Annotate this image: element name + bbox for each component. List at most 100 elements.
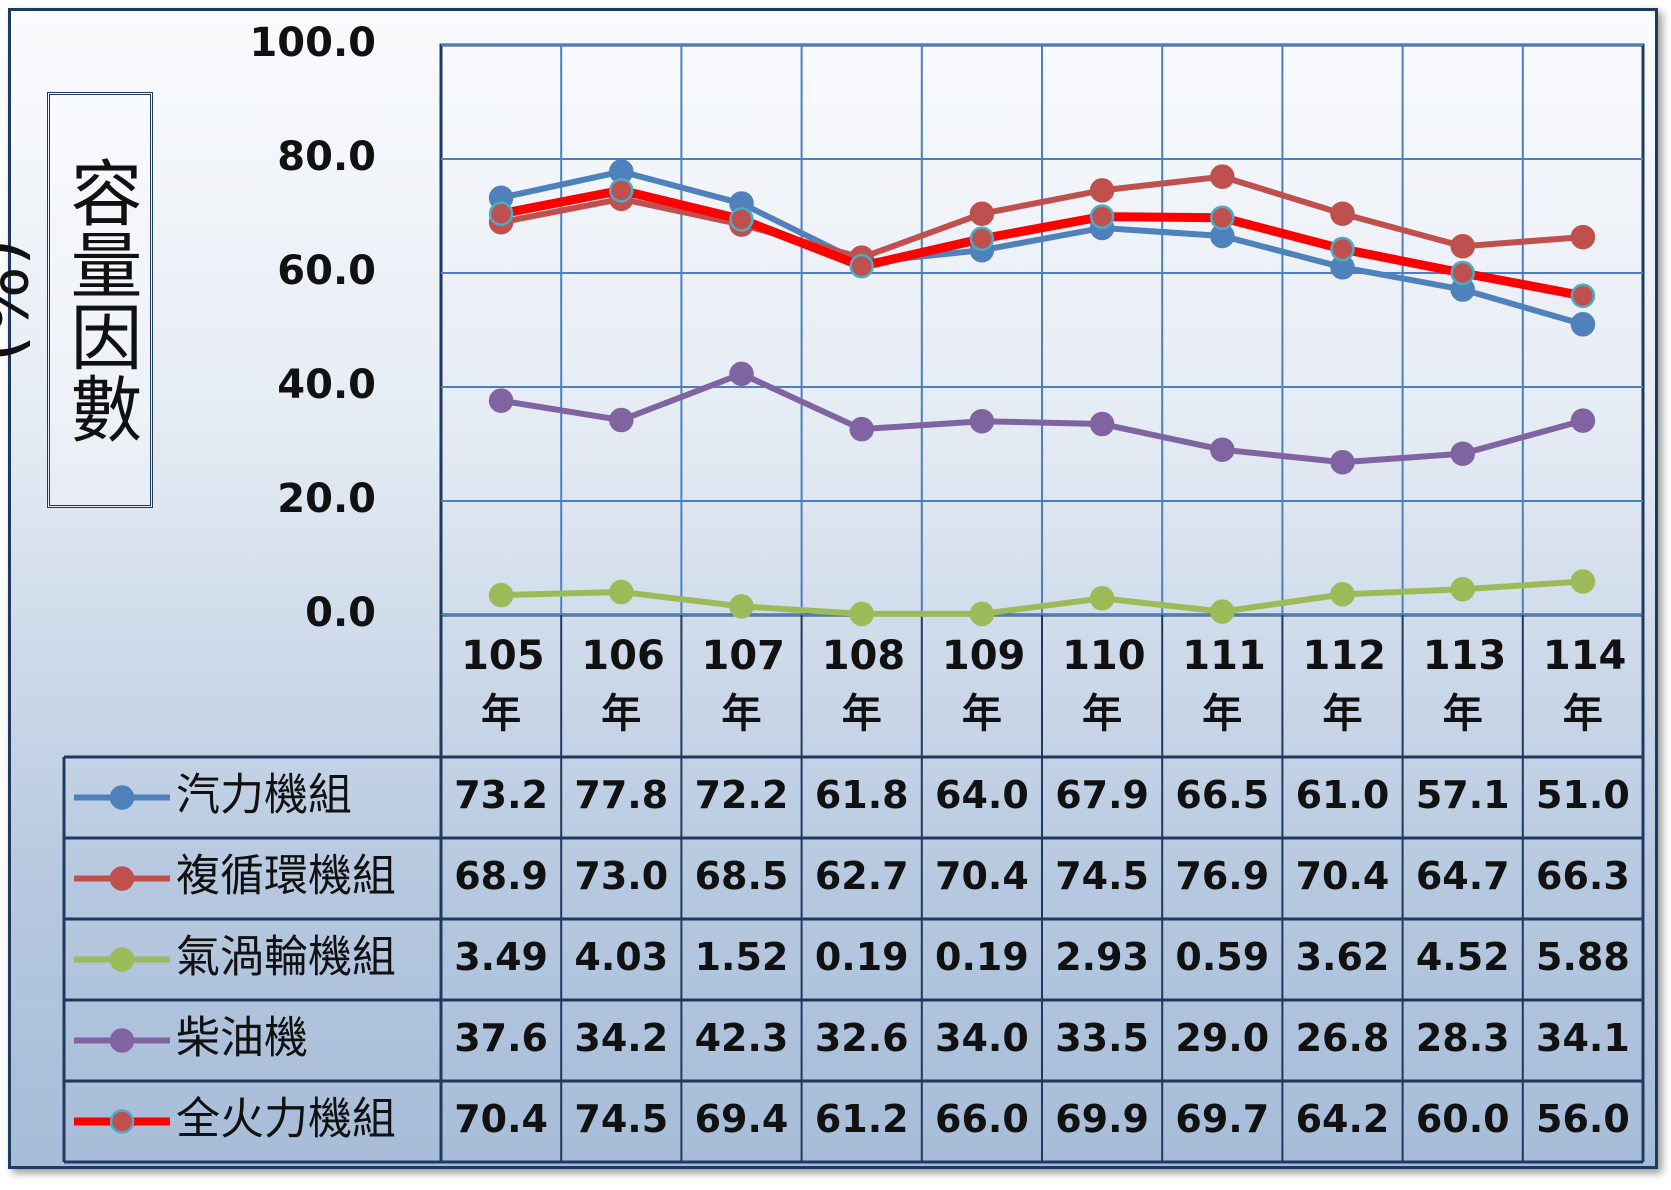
table-value: 51.0 [1536,773,1630,817]
data-point [1570,408,1596,433]
y-tick-label: 0.0 [305,590,376,636]
table-value: 70.4 [454,1097,548,1141]
legend-label: 氣渦輪機組 [176,932,396,983]
x-tick-label: 108年 [821,633,906,737]
table-value: 0.19 [935,935,1029,979]
y-tick-label: 40.0 [277,362,376,408]
x-tick-label: 109年 [941,633,1026,737]
table-value: 66.0 [935,1097,1029,1141]
data-point [1089,586,1115,611]
legend-marker [109,1109,135,1134]
table-value: 32.6 [815,1016,909,1060]
table-value: 5.88 [1536,935,1630,979]
table-value: 64.7 [1416,854,1510,898]
legend-label: 柴油機 [176,1013,308,1064]
data-point [609,407,634,433]
table-value: 1.52 [695,935,789,979]
series-line [501,578,1584,617]
y-tick-label: 100.0 [249,20,376,66]
data-point [1330,449,1355,475]
data-point [729,207,754,232]
y-axis-label: 容量因數(%) [0,92,153,508]
series-line [500,168,1584,328]
data-point [1210,205,1235,230]
data-point [609,579,634,605]
table-value: 56.0 [1536,1097,1630,1141]
table-value: 60.0 [1416,1097,1510,1141]
table-value: 34.1 [1536,1016,1630,1060]
chart-frame [8,8,1658,1169]
x-tick-label: 107年 [701,633,786,737]
data-point [969,226,995,252]
data-point [849,601,874,627]
data-point [1330,236,1355,262]
data-point [1210,599,1235,624]
data-point [729,361,754,387]
table-value: 37.6 [454,1016,548,1060]
table-value: 64.0 [935,773,1029,817]
table-value: 69.7 [1175,1097,1269,1141]
table-value: 42.3 [695,1016,789,1060]
table-value: 69.9 [1055,1097,1149,1141]
table-value: 67.9 [1055,773,1149,817]
x-tick-label: 114年 [1542,633,1627,737]
y-tick-label: 20.0 [277,476,376,522]
data-point [488,582,514,608]
table-value: 69.4 [695,1097,789,1141]
table-value: 66.3 [1536,854,1630,898]
table-value: 70.4 [1296,854,1390,898]
data-point [1570,569,1596,594]
data-point [1450,260,1475,286]
y-tick-label: 80.0 [277,134,376,180]
data-point [1570,312,1596,337]
table-value: 74.5 [574,1097,668,1141]
table-value: 29.0 [1175,1016,1269,1060]
table-value: 68.9 [454,854,548,898]
table-value: 34.2 [574,1016,668,1060]
legend-label: 汽力機組 [176,770,352,821]
data-point [1570,224,1596,250]
data-point [1570,283,1596,309]
data-point [1210,437,1235,462]
table-value: 3.62 [1296,935,1390,979]
legend-marker [109,1028,135,1053]
table-value: 61.2 [815,1097,909,1141]
legend-label: 全火力機組 [176,1094,396,1145]
y-tick-label: 60.0 [277,248,376,294]
data-point [1450,233,1475,259]
table-value: 61.0 [1296,773,1390,817]
table-value: 0.59 [1175,935,1269,979]
table-value: 66.5 [1175,773,1269,817]
table-value: 73.2 [454,773,548,817]
x-tick-label: 110年 [1062,633,1146,737]
data-point [1450,441,1475,466]
table-value: 28.3 [1416,1016,1510,1060]
data-point [488,201,514,226]
series-line [500,173,1584,261]
table-value: 2.93 [1055,935,1149,979]
data-point [969,601,995,627]
table-value: 73.0 [574,854,668,898]
legend-marker [109,866,135,891]
data-point [1330,582,1355,607]
table-value: 77.8 [574,773,668,817]
table-value: 70.4 [935,854,1029,898]
table-value: 34.0 [935,1016,1029,1060]
table-value: 3.49 [454,935,548,979]
data-point [729,594,754,619]
data-point [488,388,514,413]
table-value: 4.03 [574,935,668,979]
data-point [969,408,995,434]
table-value: 74.5 [1055,854,1149,898]
x-tick-label: 106年 [581,633,665,737]
data-point [849,253,874,279]
data-point [1450,576,1475,602]
x-tick-label: 113年 [1422,633,1507,737]
table-value: 4.52 [1416,935,1510,979]
data-point [969,201,995,226]
series-line [500,370,1584,466]
table-value: 62.7 [815,854,909,898]
data-point [1330,201,1355,226]
